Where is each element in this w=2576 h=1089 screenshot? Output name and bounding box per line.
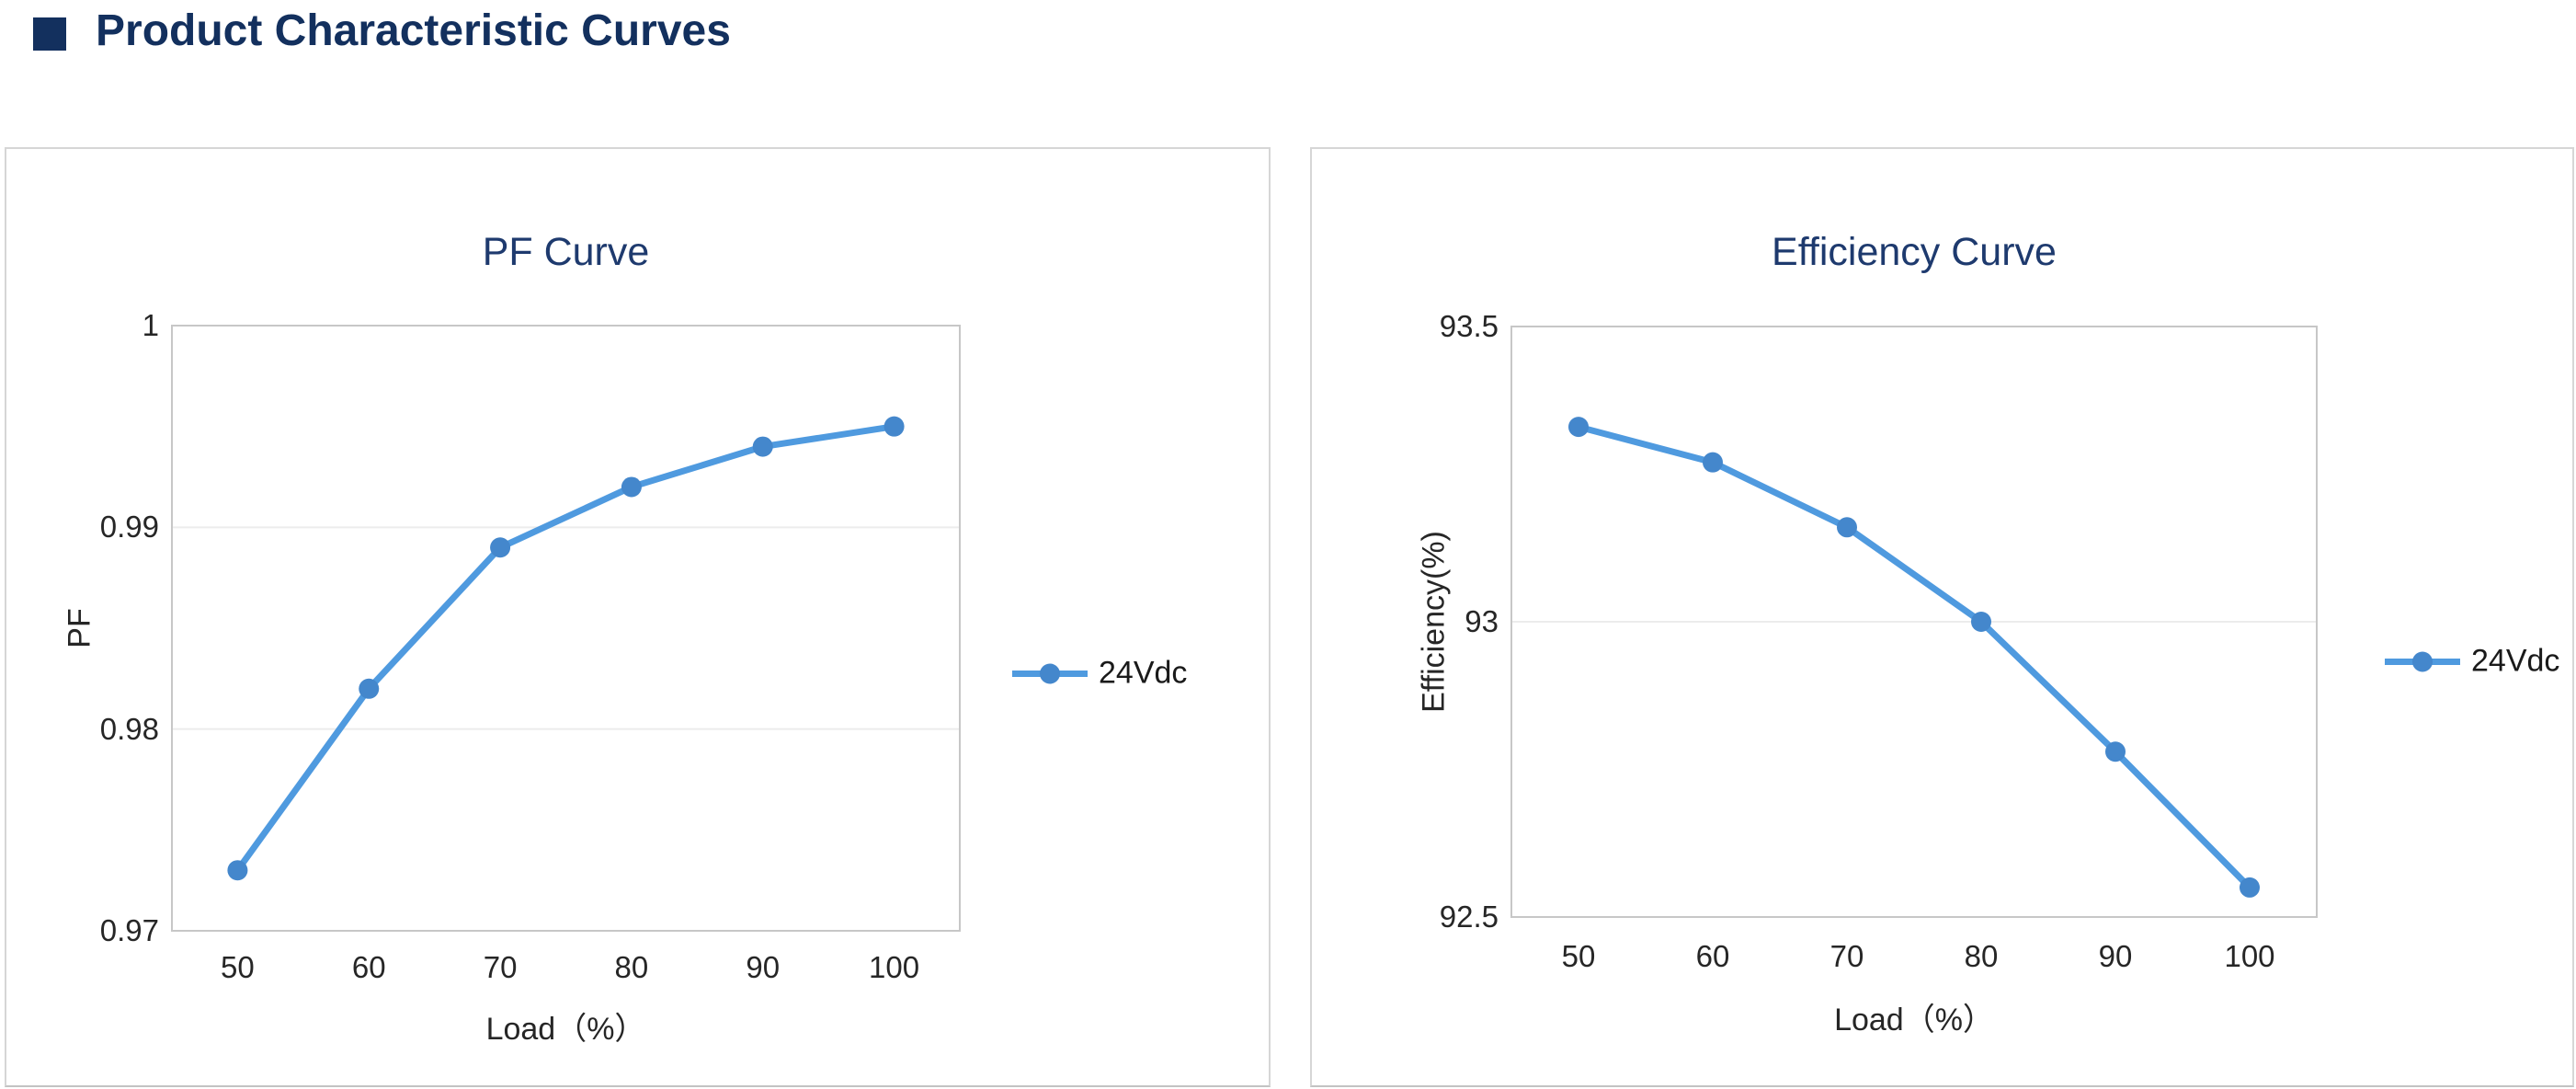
data-point-marker — [490, 537, 511, 558]
data-point-marker — [2105, 741, 2126, 762]
legend: 24Vdc — [2383, 644, 2559, 680]
data-point-marker — [359, 678, 380, 699]
y-axis-tick-label: 0.98 — [99, 711, 159, 746]
page-header: Product Characteristic Curves — [33, 6, 731, 56]
x-axis-tick-label: 60 — [1695, 939, 1730, 973]
data-point-marker — [227, 860, 248, 881]
x-axis-tick-label: 50 — [221, 950, 255, 984]
pf-curve-panel: PF Curve 1 0.99 0.98 0.97 50 60 70 80 90 100 PF Load… — [5, 147, 1271, 1087]
data-point-marker — [1971, 612, 1991, 632]
y-axis-title: Efficiency(%) — [1416, 531, 1452, 713]
square-bullet-icon — [33, 17, 66, 51]
y-axis-tick-label: 1 — [142, 308, 159, 342]
x-axis-tick-label: 90 — [2098, 939, 2133, 973]
plot-border — [171, 325, 961, 932]
data-point-marker — [2240, 877, 2260, 898]
page-title: Product Characteristic Curves — [96, 6, 731, 55]
data-point-marker — [883, 416, 905, 437]
x-axis-title: Load（%） — [1834, 1003, 1994, 1037]
legend-marker-icon — [2385, 651, 2460, 671]
x-axis-tick-label: 100 — [2224, 939, 2275, 973]
y-axis-tick-label: 92.5 — [1439, 900, 1499, 934]
y-axis-tick-label: 93 — [1465, 604, 1499, 638]
legend-label: 24Vdc — [1099, 655, 1188, 691]
chart-title: Efficiency Curve — [1772, 230, 2057, 274]
plot-border — [1510, 326, 2318, 918]
chart-title: PF Curve — [482, 230, 650, 274]
plot-area — [1510, 326, 2318, 918]
x-axis-tick-label: 60 — [351, 950, 386, 984]
data-point-marker — [621, 476, 642, 498]
y-axis-tick-label: 0.99 — [99, 510, 159, 544]
x-axis-tick-label: 70 — [483, 950, 518, 984]
data-point-marker — [1837, 517, 1857, 538]
data-point-marker — [1703, 452, 1723, 473]
efficiency-curve-panel: Efficiency Curve 93.5 93 92.5 50 60 70 80 90 100 E… — [1310, 147, 2574, 1087]
legend-marker-icon — [1012, 663, 1088, 683]
plot-area — [171, 325, 961, 932]
y-axis-tick-label: 93.5 — [1439, 309, 1499, 343]
data-point-marker — [1568, 417, 1589, 438]
legend: 24Vdc — [1010, 656, 1187, 692]
x-axis-tick-label: 80 — [1964, 939, 1999, 973]
legend-label: 24Vdc — [2471, 643, 2560, 679]
x-axis-tick-label: 90 — [746, 950, 781, 984]
y-axis-tick-label: 0.97 — [99, 913, 159, 947]
x-axis-tick-label: 50 — [1561, 939, 1596, 973]
x-axis-tick-label: 80 — [614, 950, 649, 984]
x-axis-title: Load（%） — [485, 1012, 646, 1047]
y-axis-title: PF — [62, 608, 97, 648]
data-point-marker — [752, 436, 773, 457]
x-axis-tick-label: 100 — [869, 950, 920, 984]
series-line — [1575, 423, 2253, 891]
series-line — [234, 423, 898, 874]
x-axis-tick-label: 70 — [1829, 939, 1864, 973]
